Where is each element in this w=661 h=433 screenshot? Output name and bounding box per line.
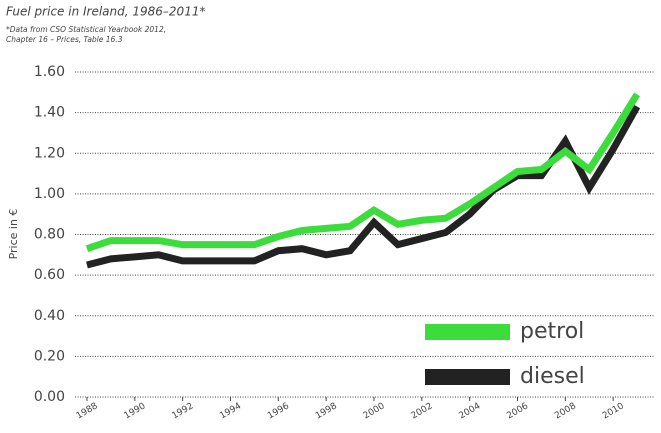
- legend-swatch: [425, 324, 510, 340]
- x-tick-label: 1996: [266, 401, 291, 421]
- y-tick-label: 1.40: [34, 105, 65, 121]
- chart-title: Fuel price in Ireland, 1986–2011*: [6, 5, 205, 19]
- y-tick-label: 0.60: [34, 267, 65, 283]
- x-tick-label: 1988: [75, 401, 100, 421]
- x-tick-label: 1998: [314, 401, 339, 421]
- x-tick-label: 2000: [362, 401, 387, 421]
- subtitle: Chapter 16 – Prices, Table 16.3: [6, 35, 123, 44]
- x-tick-label: 2004: [457, 401, 482, 421]
- y-tick-label: 1.60: [34, 64, 65, 80]
- x-tick-label: 2006: [505, 401, 530, 421]
- x-tick-label: 2002: [410, 401, 435, 421]
- x-tick-label: 2008: [553, 401, 578, 421]
- y-axis-label: Price in €: [7, 209, 20, 260]
- x-tick-label: 1990: [123, 401, 148, 421]
- y-tick-label: 1.00: [34, 186, 65, 202]
- x-tick-label: 1994: [218, 401, 243, 421]
- legend-label: diesel: [520, 364, 585, 389]
- legend-label: petrol: [520, 319, 584, 344]
- y-tick-label: 1.20: [34, 145, 65, 161]
- line-0: [85, 92, 641, 253]
- subtitle: *Data from CSO Statistical Yearbook 2012…: [6, 25, 166, 34]
- x-tick-label: 1992: [170, 401, 195, 421]
- y-tick-label: 0.00: [34, 389, 65, 405]
- x-tick-label: 2010: [601, 401, 626, 421]
- y-tick-label: 0.40: [34, 308, 65, 324]
- y-tick-label: 0.20: [34, 348, 65, 364]
- legend-swatch: [425, 369, 510, 385]
- y-tick-label: 0.80: [34, 227, 65, 243]
